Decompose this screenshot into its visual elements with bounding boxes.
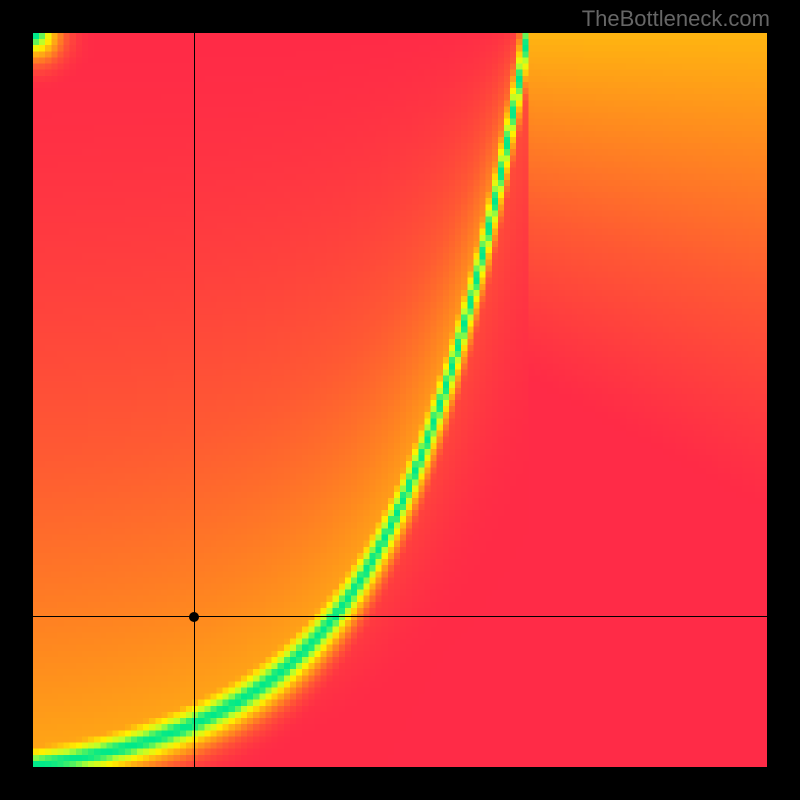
bottleneck-heatmap bbox=[33, 33, 767, 767]
crosshair-point bbox=[188, 611, 200, 623]
watermark-text: TheBottleneck.com bbox=[582, 6, 770, 32]
crosshair-vertical bbox=[194, 33, 195, 767]
crosshair-horizontal bbox=[33, 616, 767, 617]
